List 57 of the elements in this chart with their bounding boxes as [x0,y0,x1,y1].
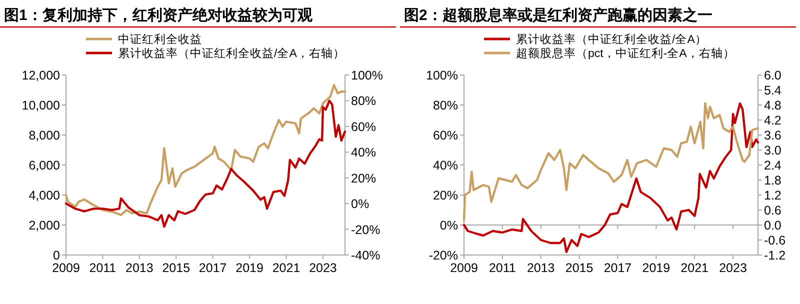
x-tick-label: 2017 [604,261,632,275]
x-tick-label: 2013 [126,261,154,275]
x-tick-label: 2019 [642,261,670,275]
y-tick-label: 80% [432,98,458,112]
y-tick-label: 8,000 [28,128,60,142]
y2-tick-label: -1.2 [764,248,786,262]
y-tick-label: 12,000 [22,68,60,82]
y2-tick-label: 0.0 [764,218,782,232]
y-tick-label: 40% [432,158,458,172]
y-tick-label: 20% [432,188,458,202]
y-tick-label: 10,000 [22,98,60,112]
y2-tick-label: 0.6 [764,204,782,218]
chart-title: 图2：超额股息率或是红利资产跑赢的因素之一 [404,6,712,24]
x-tick-label: 2017 [198,261,227,275]
legend-label: 累计收益率（中证红利全收益/全A） [516,32,707,46]
x-tick-label: 2015 [162,261,190,275]
chart-title: 图1：复利加持下，红利资产绝对收益较为可观 [4,7,314,24]
x-tick-label: 2023 [719,261,747,275]
x-tick-label: 2011 [89,261,116,275]
x-tick-label: 2019 [236,261,264,275]
x-tick-label: 2021 [272,261,300,275]
legend-label: 超额股息率（pct，中证红利-全A，右轴） [516,46,735,60]
x-tick-label: 2015 [565,261,594,275]
y2-tick-label: 20% [351,171,376,186]
y2-tick-label: 4.2 [764,114,782,128]
y-tick-label: 60% [432,128,458,142]
x-tick-label: 2021 [680,261,709,275]
y2-tick-label: 100% [351,68,383,82]
y-tick-label: 4,000 [28,188,60,202]
y2-tick-label: 3.0 [764,144,782,158]
x-tick-label: 2013 [526,261,555,275]
y2-tick-label: 0% [351,197,370,212]
x-tick-label: 2011 [488,261,516,275]
y2-tick-label: 5.4 [764,84,782,98]
y-tick-label: 6,000 [28,158,60,172]
y2-tick-label: -0.6 [764,234,786,248]
y-tick-label: 0 [53,248,60,262]
y-tick-label: -20% [428,248,458,262]
y2-tick-label: 3.6 [764,128,782,142]
y-tick-label: 2,000 [28,218,60,232]
y2-tick-label: 6.0 [764,68,782,82]
y2-tick-label: 60% [351,120,376,134]
y2-tick-label: 40% [351,146,376,160]
y2-tick-label: -40% [351,248,380,262]
y-tick-label: 100% [426,68,458,82]
x-tick-label: 2009 [450,261,478,275]
y2-tick-label: 1.2 [764,188,782,202]
legend-label: 中证红利全收益 [118,33,202,46]
x-tick-label: 2023 [309,261,337,275]
y2-tick-label: 4.8 [764,98,782,112]
y2-tick-label: 2.4 [764,158,782,172]
y2-tick-label: 1.8 [764,174,782,188]
y-tick-label: 0% [440,218,458,232]
y2-tick-label: -20% [351,222,380,237]
y2-tick-label: 80% [351,94,376,108]
x-tick-label: 2009 [52,261,80,275]
legend-label: 累计收益率（中证红利全收益/全A，右轴） [118,46,345,60]
